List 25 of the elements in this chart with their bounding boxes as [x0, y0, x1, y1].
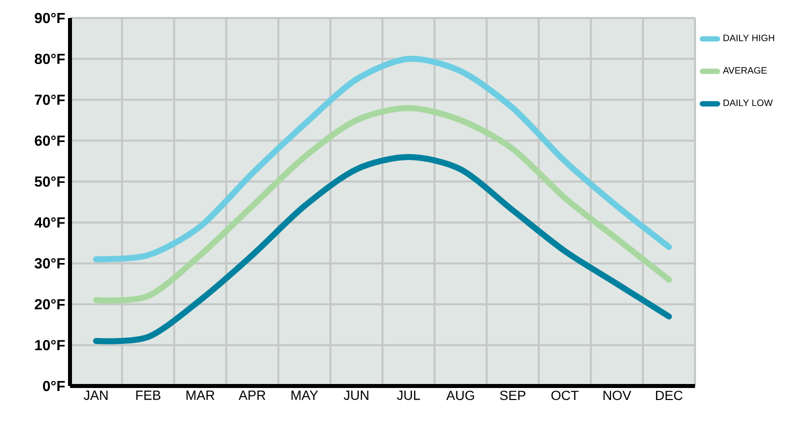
x-tick-label: FEB [136, 390, 160, 400]
x-tick-label: JAN [84, 390, 108, 400]
x-tick-label: OCT [551, 390, 579, 400]
y-tick-label: 20°F [34, 299, 65, 310]
y-tick-label: 50°F [34, 176, 65, 187]
x-tick-label: JUN [344, 390, 368, 400]
x-tick-label: DEC [656, 390, 682, 400]
x-tick-label: AUG [446, 390, 474, 400]
x-tick-label: SEP [500, 390, 526, 400]
legend-label: AVERAGE [722, 67, 767, 74]
y-tick-label: 90°F [34, 12, 65, 24]
y-tick-label: 60°F [34, 136, 65, 146]
x-tick-label: MAY [292, 390, 318, 400]
x-tick-label: MAR [186, 390, 214, 400]
y-tick-label: 30°F [34, 258, 65, 269]
y-tick-label: 0°F [42, 380, 65, 392]
x-tick-label: JUL [396, 390, 420, 400]
x-tick-label: APR [238, 390, 266, 400]
y-tick-label: 70°F [34, 94, 65, 105]
legend-label: DAILY LOW [724, 100, 773, 106]
legend-label: DAILY HIGH [724, 34, 774, 42]
y-tick-label: 40°F [34, 217, 65, 228]
y-tick-label: 10°F [35, 340, 65, 350]
x-tick-label: NOV [604, 390, 632, 400]
y-tick-label: 80°F [34, 54, 65, 64]
